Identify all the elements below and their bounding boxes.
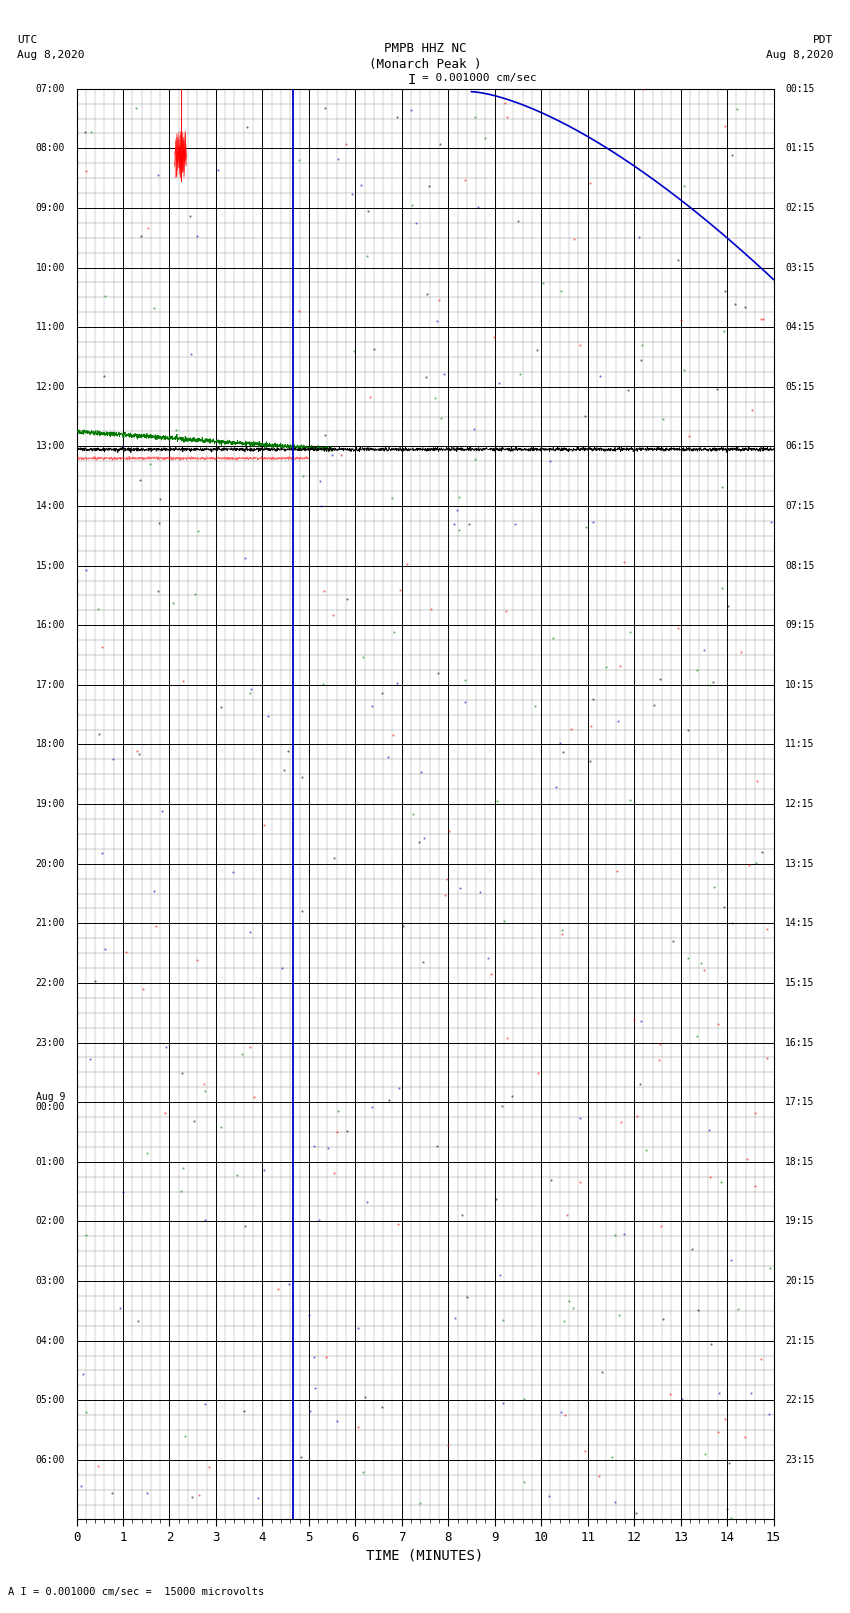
Text: 09:15: 09:15 xyxy=(785,621,814,631)
Text: 16:15: 16:15 xyxy=(785,1037,814,1047)
Text: 03:00: 03:00 xyxy=(36,1276,65,1286)
Text: 01:15: 01:15 xyxy=(785,144,814,153)
Text: 19:15: 19:15 xyxy=(785,1216,814,1226)
Text: I: I xyxy=(408,73,416,87)
Text: 23:00: 23:00 xyxy=(36,1037,65,1047)
Text: 15:00: 15:00 xyxy=(36,561,65,571)
Text: 20:00: 20:00 xyxy=(36,858,65,869)
Text: 21:00: 21:00 xyxy=(36,918,65,929)
Text: 07:00: 07:00 xyxy=(36,84,65,94)
Text: 00:15: 00:15 xyxy=(785,84,814,94)
Text: 04:00: 04:00 xyxy=(36,1336,65,1345)
Text: 11:15: 11:15 xyxy=(785,739,814,750)
Text: 07:15: 07:15 xyxy=(785,502,814,511)
Text: 05:15: 05:15 xyxy=(785,382,814,392)
Text: 09:00: 09:00 xyxy=(36,203,65,213)
Text: 17:15: 17:15 xyxy=(785,1097,814,1107)
Text: 21:15: 21:15 xyxy=(785,1336,814,1345)
Text: Aug 9: Aug 9 xyxy=(36,1092,65,1102)
Text: 03:15: 03:15 xyxy=(785,263,814,273)
Text: 08:00: 08:00 xyxy=(36,144,65,153)
Text: 01:00: 01:00 xyxy=(36,1157,65,1166)
X-axis label: TIME (MINUTES): TIME (MINUTES) xyxy=(366,1548,484,1563)
Text: 12:00: 12:00 xyxy=(36,382,65,392)
Text: A I = 0.001000 cm/sec =  15000 microvolts: A I = 0.001000 cm/sec = 15000 microvolts xyxy=(8,1587,264,1597)
Text: 18:15: 18:15 xyxy=(785,1157,814,1166)
Text: 17:00: 17:00 xyxy=(36,679,65,690)
Text: 10:00: 10:00 xyxy=(36,263,65,273)
Text: = 0.001000 cm/sec: = 0.001000 cm/sec xyxy=(422,73,537,82)
Text: 06:15: 06:15 xyxy=(785,442,814,452)
Text: 04:15: 04:15 xyxy=(785,323,814,332)
Text: 08:15: 08:15 xyxy=(785,561,814,571)
Text: PDT: PDT xyxy=(813,35,833,45)
Text: (Monarch Peak ): (Monarch Peak ) xyxy=(369,58,481,71)
Text: 15:15: 15:15 xyxy=(785,977,814,987)
Text: 02:00: 02:00 xyxy=(36,1216,65,1226)
Text: 20:15: 20:15 xyxy=(785,1276,814,1286)
Text: Aug 8,2020: Aug 8,2020 xyxy=(17,50,84,60)
Text: 10:15: 10:15 xyxy=(785,679,814,690)
Text: 18:00: 18:00 xyxy=(36,739,65,750)
Text: 23:15: 23:15 xyxy=(785,1455,814,1465)
Text: 22:15: 22:15 xyxy=(785,1395,814,1405)
Text: 14:15: 14:15 xyxy=(785,918,814,929)
Text: UTC: UTC xyxy=(17,35,37,45)
Text: 05:00: 05:00 xyxy=(36,1395,65,1405)
Text: 13:00: 13:00 xyxy=(36,442,65,452)
Text: 02:15: 02:15 xyxy=(785,203,814,213)
Text: Aug 8,2020: Aug 8,2020 xyxy=(766,50,833,60)
Text: PMPB HHZ NC: PMPB HHZ NC xyxy=(383,42,467,55)
Text: 16:00: 16:00 xyxy=(36,621,65,631)
Text: 00:00: 00:00 xyxy=(36,1102,65,1111)
Text: 14:00: 14:00 xyxy=(36,502,65,511)
Text: 13:15: 13:15 xyxy=(785,858,814,869)
Text: 19:00: 19:00 xyxy=(36,798,65,810)
Text: 12:15: 12:15 xyxy=(785,798,814,810)
Text: 22:00: 22:00 xyxy=(36,977,65,987)
Text: 06:00: 06:00 xyxy=(36,1455,65,1465)
Text: 11:00: 11:00 xyxy=(36,323,65,332)
